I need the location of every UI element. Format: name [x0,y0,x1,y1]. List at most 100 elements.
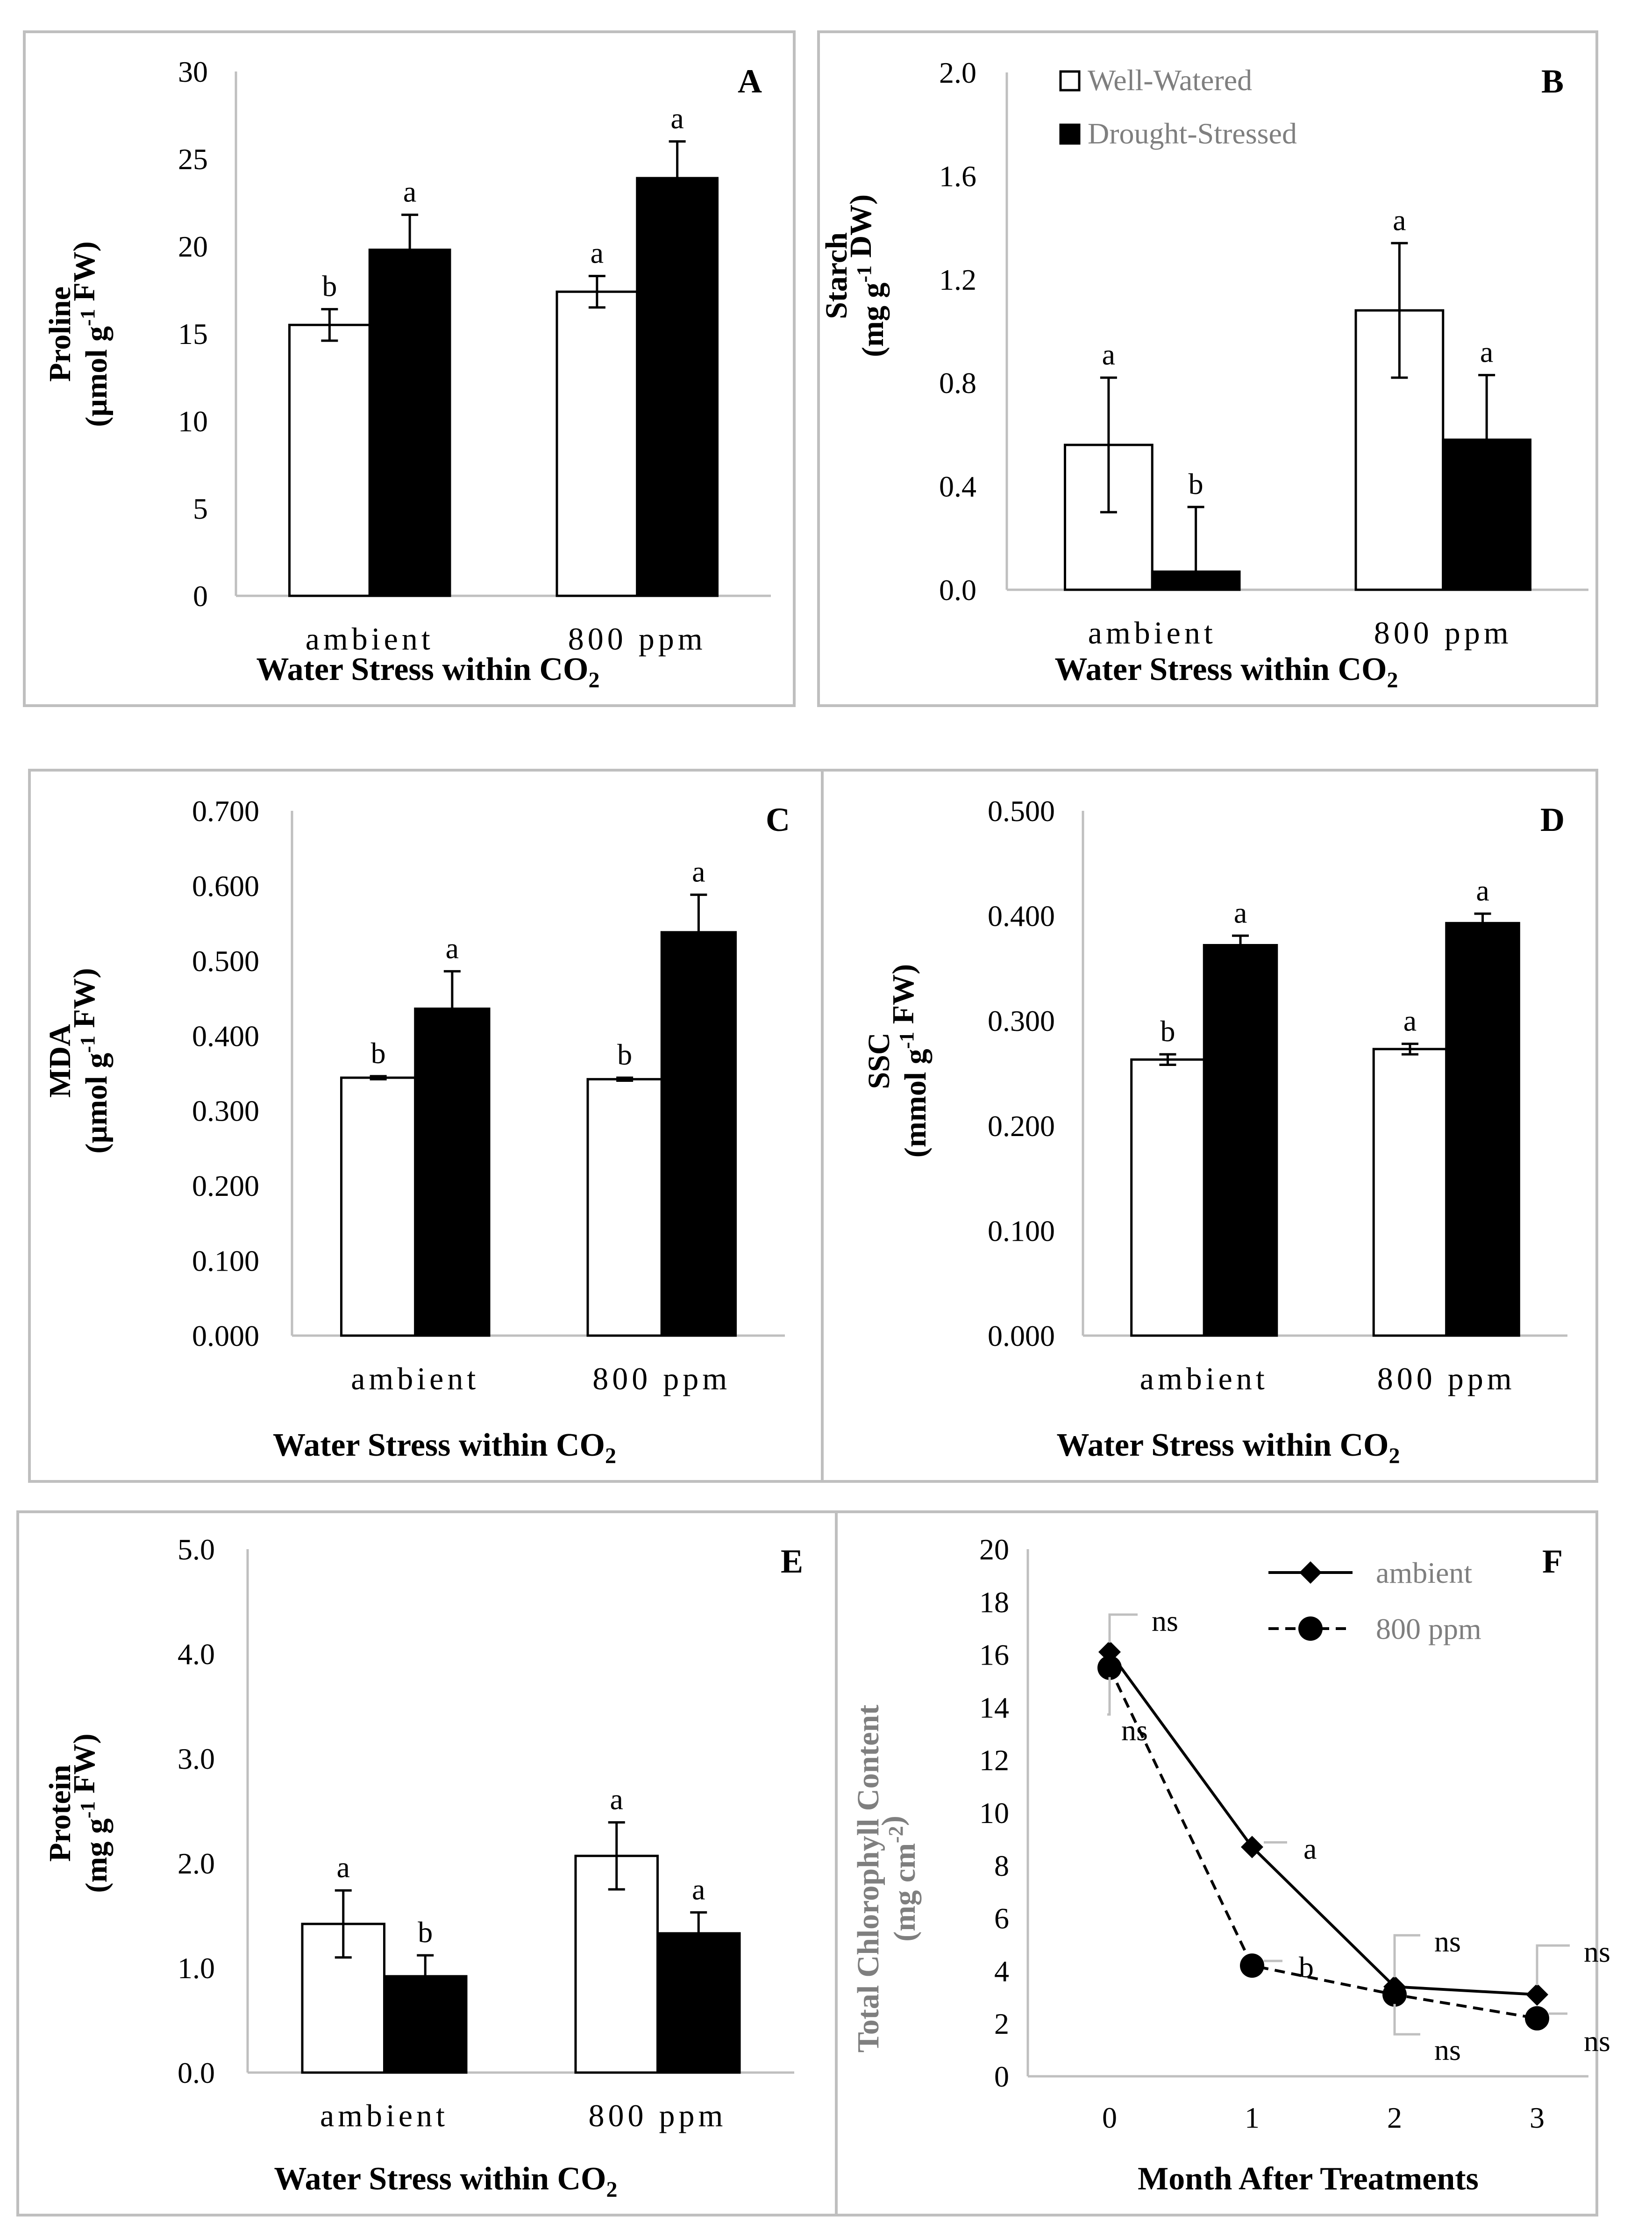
drought-stressed-bar-800-ppm [656,1932,741,2074]
y-tick-label: 5.0 [178,1533,215,1566]
x-axis-label-text: Water Stress within CO [273,1427,605,1463]
drought-stressed-bar-ambient [1203,944,1278,1337]
significance-letter: a [670,102,684,135]
annotation-label: b [1299,1951,1314,1984]
y-tick-label: 0.100 [988,1214,1055,1247]
significance-letter: a [610,1783,623,1816]
y-tick-label: 8 [994,1849,1009,1882]
y-axis-label-unit-part: ) [876,1816,910,1826]
y-tick-label: 2 [994,2007,1009,2040]
y-axis-label-unit-part: (mg g [856,283,890,357]
y-axis-label-unit: (mmol g-1 FW) [886,964,933,1158]
y-axis-label-unit: (mg g-1 FW) [67,1734,114,1893]
y-tick-label: 20 [178,230,208,263]
significance-letter: b [418,1916,433,1949]
well-watered-bar-ambient [1130,1058,1205,1337]
significance-letter: a [1234,896,1247,929]
x-tick-label: 1 [1245,2101,1260,2134]
x-axis-label-subscript: 2 [1387,668,1398,693]
data-point-800-ppm [1525,2006,1549,2031]
annotation-label: ns [1121,1714,1148,1747]
y-tick-label: 0.500 [988,794,1055,828]
category-label-800-ppm: 800 ppm [568,621,706,657]
y-tick-label: 0 [193,579,208,613]
y-tick-label: 20 [979,1533,1009,1566]
x-tick-label: 3 [1530,2101,1545,2134]
x-axis-label-subscript: 2 [605,1444,616,1468]
panel-a-frame [23,30,796,707]
x-axis-label: Month After Treatments [1138,2161,1479,2197]
y-axis-label-superscript: -1 [76,1801,99,1818]
y-tick-label: 0 [994,2060,1009,2093]
y-tick-label: 0.100 [192,1244,259,1278]
y-axis-label-unit: (µmol g-1 FW) [67,968,114,1153]
well-watered-bar-800-ppm [586,1078,663,1337]
y-tick-label: 4 [994,1954,1009,1988]
category-label-ambient: ambient [1140,1361,1268,1396]
x-axis-label-text: Water Stress within CO [256,651,588,687]
y-tick-label: 15 [178,317,208,350]
panel-letter: A [738,63,762,100]
y-tick-label: 16 [979,1638,1009,1672]
y-tick-label: 14 [979,1691,1009,1724]
panel-c: C 0.000 0.100 0.200 0.300 0.400 0.500 0.600 0.70… [28,769,824,1483]
well-watered-bar-800-ppm [574,1854,659,2074]
significance-letter: b [371,1037,386,1070]
y-tick-label: 1.2 [939,263,976,296]
legend-marker-ambient [1299,1561,1322,1584]
panel-letter: E [781,1543,803,1580]
category-label-800-ppm: 800 ppm [1374,615,1512,651]
panel-b-frame [817,30,1598,707]
category-label-800-ppm: 800 ppm [1377,1361,1516,1396]
y-axis-label-unit-part: (µmol g [79,1053,114,1154]
annotation-label: ns [1584,1935,1610,1968]
y-axis-label-unit: (µmol g-1 FW) [67,241,114,427]
x-axis-label-text: Water Stress within CO [1054,651,1387,687]
y-tick-label: 0.600 [192,869,259,902]
annotation-label: ns [1434,2033,1461,2066]
legend: ambient 800 ppm [1268,1556,1481,1645]
panel-b: B 0.0 0.4 0.8 1.2 1.6 2.0 Starch(mg g-1 DW) ambi… [817,30,1598,707]
y-axis-label: Starch(mg g-1 DW) [819,194,890,357]
y-axis-label-unit: (mg g-1 DW) [844,194,890,357]
y-axis-label-unit-part: (µmol g [79,326,114,427]
y-axis-label: MDA(µmol g-1 FW) [43,968,114,1153]
x-axis-label-subscript: 2 [606,2177,618,2202]
annotation-leader [1393,1934,1420,1978]
panel-f-frame [835,1510,1598,2217]
legend-swatch-drought-stressed [1059,123,1081,145]
panel-letter: B [1541,63,1564,100]
x-axis-label-text: Water Stress within CO [1056,1427,1389,1463]
y-axis-label-title: Protein [43,1765,77,1862]
category-label-800-ppm: 800 ppm [592,1361,731,1396]
significance-letter: a [692,855,705,888]
drought-stressed-bar-800-ppm [1445,922,1520,1337]
x-axis-label: Water Stress within CO2 [256,651,599,693]
annotation-leader [1108,1613,1138,1643]
y-tick-label: 5 [193,492,208,525]
panel-a: A 0 5 10 15 20 25 30 Proline(µmol g-1 FW) ambient… [23,30,796,707]
significance-letter: a [337,1851,350,1884]
y-axis-label-unit-part: (mmol g [898,1049,933,1158]
legend-label-well-watered: Well-Watered [1088,64,1252,97]
y-tick-label: 3.0 [178,1742,215,1775]
significance-letter: a [1476,874,1489,907]
y-tick-label: 10 [979,1796,1009,1830]
significance-letter: b [1189,467,1203,501]
y-tick-label: 0.0 [178,2056,215,2089]
well-watered-bar-800-ppm [555,290,639,597]
category-label-ambient: ambient [320,2098,449,2133]
drought-stressed-bar-800-ppm [636,177,719,597]
y-axis-label-superscript: -1 [76,1036,99,1053]
y-axis-label-title: MDA [43,1024,77,1098]
annotation-leader [1107,1677,1111,1716]
significance-letter: a [591,236,604,270]
legend-label-drought-stressed: Drought-Stressed [1088,117,1297,150]
x-axis-label: Water Stress within CO2 [1056,1427,1400,1468]
annotation-leader [1536,1944,1570,1986]
well-watered-bar-ambient [340,1076,417,1337]
panel-d: D 0.000 0.100 0.200 0.300 0.400 0.500 SSC(mmol … [821,769,1598,1483]
significance-letter: a [1403,1004,1417,1037]
y-axis-label-title: Starch [819,232,854,319]
y-axis-label-unit-part: FW) [67,968,101,1036]
